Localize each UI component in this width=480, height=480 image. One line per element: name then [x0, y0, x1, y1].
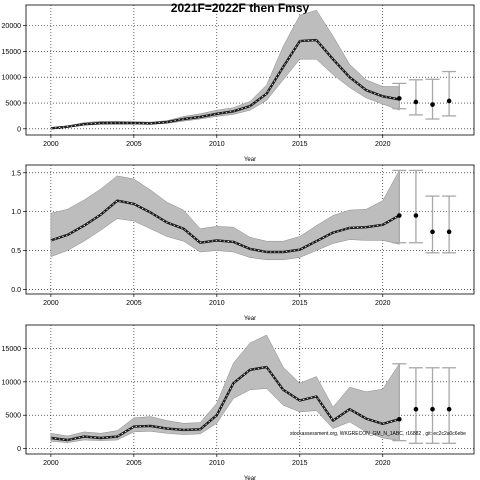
y-tick-label: 5000: [5, 101, 21, 108]
forecast-point: [430, 229, 435, 235]
x-tick-label: 2015: [292, 460, 308, 467]
plot-area: [26, 5, 474, 135]
confidence-band: [50, 9, 400, 129]
x-tick-label: 2005: [126, 141, 142, 148]
source-note: stockassessment.org, WKGRECON_GM_N_1ABC,…: [290, 431, 466, 437]
panel-3: 2000 2005 2010 2015 2020 0 5000 10000 15000 Year: [2, 324, 475, 480]
x-axis-label: Year: [244, 316, 256, 322]
y-tick-label: 0: [17, 446, 21, 453]
y-tick-label: 0.5: [11, 248, 21, 255]
y-tick-label: 20000: [2, 23, 22, 30]
forecast-point: [446, 406, 452, 412]
estimate-line: [50, 38, 400, 130]
x-axis-label: Year: [244, 157, 256, 163]
forecast-point: [397, 96, 402, 101]
x-tick-label: 2000: [43, 300, 59, 307]
y-tick-label: 0: [17, 126, 21, 133]
forecast-point: [397, 213, 402, 218]
x-tick-label: 2015: [292, 141, 308, 148]
panel-frame: [25, 164, 475, 295]
x-tick-label: 2010: [209, 141, 225, 148]
panel-1: 2000 2005 2010 2015 2020 0 5000 10000 15000 20000…: [2, 4, 475, 163]
forecast-point: [413, 406, 419, 412]
forecast-point: [446, 229, 452, 235]
y-tick-label: 5000: [5, 413, 21, 420]
panel-frame: [25, 324, 475, 455]
plot-area: [26, 165, 474, 294]
confidence-band: [50, 170, 400, 261]
y-tick-label: 0.0: [11, 287, 21, 294]
x-tick-label: 2015: [292, 300, 308, 307]
forecast-point: [413, 213, 419, 218]
x-tick-label: 2020: [375, 141, 391, 148]
x-tick-label: 2020: [375, 300, 391, 307]
forecast-point: [430, 406, 435, 412]
x-tick-label: 2010: [209, 460, 225, 467]
panel-frame: [25, 4, 475, 136]
x-tick-label: 2000: [43, 141, 59, 148]
x-axis-label: Year: [244, 476, 256, 480]
estimate-line-dash: [50, 366, 400, 441]
y-tick-label: 1.5: [11, 170, 21, 177]
x-tick-label: 2005: [126, 460, 142, 467]
forecast-point: [430, 102, 435, 107]
x-tick-label: 2010: [209, 300, 225, 307]
y-tick-label: 15000: [2, 346, 22, 353]
panel-2: 2000 2005 2010 2015 2020 0.0 0.5 1.0 1.5 Year: [11, 164, 475, 322]
y-tick-label: 10000: [2, 75, 22, 82]
confidence-band: [50, 334, 400, 443]
plot-area: [26, 325, 474, 454]
x-tick-label: 2000: [43, 460, 59, 467]
y-tick-label: 1.0: [11, 209, 21, 216]
x-tick-label: 2020: [375, 460, 391, 467]
forecast-point: [397, 416, 402, 422]
forecast-point: [446, 98, 452, 104]
x-tick-label: 2005: [126, 300, 142, 307]
y-tick-label: 15000: [2, 49, 22, 56]
forecast-point: [413, 99, 419, 105]
chart-title: 2021F=2022F then Fmsy: [171, 1, 310, 15]
estimate-line-dash: [50, 200, 400, 253]
y-tick-label: 10000: [2, 379, 22, 386]
